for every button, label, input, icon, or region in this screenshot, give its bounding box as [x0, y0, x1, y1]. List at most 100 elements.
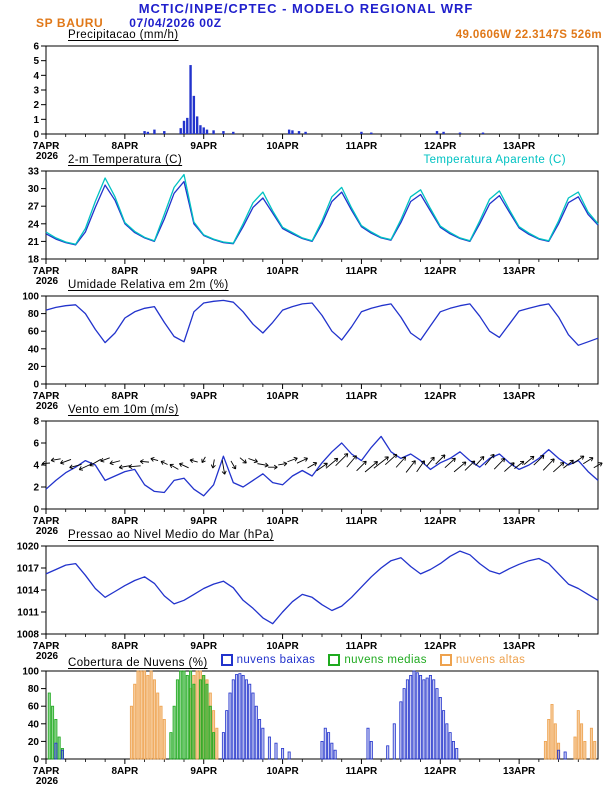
svg-text:1014: 1014 [17, 586, 40, 597]
nuvens-baixas-bars [54, 670, 567, 760]
station-coordinates: 49.0606W 22.3147S 526m [455, 29, 602, 41]
svg-text:10APR: 10APR [266, 641, 299, 652]
panel-cloud-cover: 0 20 40 60 80 100 7APR 8APR 9APR 10APR 11APR 12APR 1… [22, 667, 599, 787]
svg-text:8APR: 8APR [112, 141, 139, 152]
svg-text:60: 60 [28, 702, 40, 713]
legend-high-clouds-label: nuvens altas [455, 654, 526, 666]
svg-text:8APR: 8APR [112, 516, 139, 527]
precipitation-bars [143, 65, 485, 134]
station-label: SP BAURU [36, 16, 104, 30]
svg-text:6: 6 [33, 42, 39, 53]
svg-text:6: 6 [33, 439, 39, 450]
panel-header-wind: Vento em 10m (m/s) [68, 404, 602, 416]
high-clouds-swatch [439, 654, 452, 666]
svg-text:1017: 1017 [17, 564, 40, 575]
pressao-line [45, 550, 599, 625]
svg-text:5: 5 [33, 56, 39, 67]
svg-text:13APR: 13APR [503, 141, 536, 152]
svg-text:12APR: 12APR [424, 141, 457, 152]
page-title: MCTIC/INPE/CPTEC - MODELO REGIONAL WRF [138, 1, 474, 16]
svg-text:18: 18 [28, 255, 40, 266]
svg-text:20: 20 [28, 362, 40, 373]
header-subline: SP BAURU 07/04/2026 00Z [36, 16, 602, 30]
svg-text:0: 0 [33, 130, 39, 141]
svg-text:10APR: 10APR [266, 516, 299, 527]
svg-text:10APR: 10APR [266, 141, 299, 152]
run-datetime: 07/04/2026 00Z [129, 16, 222, 30]
svg-text:8APR: 8APR [112, 641, 139, 652]
svg-text:80: 80 [28, 309, 40, 320]
svg-text:7APR: 7APR [33, 516, 60, 527]
svg-text:4: 4 [33, 71, 39, 82]
panel-precipitation: 0 1 2 3 4 5 6 7APR 8APR 9APR 10APR 11APR 12APR 13APR 2… [33, 42, 599, 162]
svg-text:11APR: 11APR [346, 391, 378, 402]
panel-header-precipitation: Precipitacao (mm/h) 49.0606W 22.3147S 52… [68, 29, 602, 41]
panel-header-pressure: Pressao ao Nivel Medio do Mar (hPa) [68, 529, 602, 541]
svg-text:12APR: 12APR [424, 391, 457, 402]
svg-text:10APR: 10APR [266, 391, 299, 402]
panel-title-temperature: 2-m Temperatura (C) [68, 154, 183, 166]
svg-text:13APR: 13APR [503, 391, 536, 402]
svg-text:27: 27 [28, 202, 40, 213]
umidade-relativa-line [45, 299, 599, 346]
low-clouds-swatch [220, 654, 233, 666]
svg-text:13APR: 13APR [503, 641, 536, 652]
velocidade-vento-line [45, 435, 599, 497]
panel-title-pressure: Pressao ao Nivel Medio do Mar (hPa) [68, 529, 274, 541]
svg-text:12APR: 12APR [424, 766, 457, 777]
svg-text:10APR: 10APR [266, 266, 299, 277]
temperatura-aparente-line [45, 173, 599, 245]
svg-text:1020: 1020 [17, 542, 40, 553]
svg-text:24: 24 [28, 219, 40, 230]
svg-text:10APR: 10APR [266, 766, 299, 777]
svg-text:7APR: 7APR [33, 141, 60, 152]
svg-text:7APR: 7APR [33, 266, 60, 277]
panel-mean-sea-level-pressure: 1008 1011 1014 1017 1020 7APR 8APR 9APR 10APR 11A… [17, 542, 599, 662]
legend-mid-clouds: nuvens medias [328, 654, 427, 666]
svg-text:33: 33 [28, 167, 40, 178]
svg-text:7APR: 7APR [33, 391, 60, 402]
svg-text:11APR: 11APR [346, 266, 378, 277]
svg-text:11APR: 11APR [346, 641, 378, 652]
nuvens-medias-bars [47, 670, 216, 760]
legend-high-clouds: nuvens altas [439, 654, 526, 666]
mid-clouds-swatch [328, 654, 341, 666]
panel-header-humidity: Umidade Relativa em 2m (%) [68, 279, 602, 291]
svg-text:2026: 2026 [36, 651, 59, 662]
svg-text:2026: 2026 [36, 526, 59, 537]
svg-text:0: 0 [33, 380, 39, 391]
svg-text:2: 2 [33, 483, 39, 494]
svg-text:9APR: 9APR [190, 141, 217, 152]
svg-text:12APR: 12APR [424, 266, 457, 277]
svg-text:9APR: 9APR [190, 391, 217, 402]
svg-text:2026: 2026 [36, 276, 59, 287]
panel-temperature-2m: 18 21 24 27 30 33 7APR 8APR 9APR 10APR 11APR 12APR 1… [28, 167, 599, 287]
panel-title-wind: Vento em 10m (m/s) [68, 404, 179, 416]
svg-text:40: 40 [28, 719, 40, 730]
svg-text:40: 40 [28, 344, 40, 355]
legend-low-clouds: nuvens baixas [220, 654, 316, 666]
svg-text:8APR: 8APR [112, 266, 139, 277]
svg-text:0: 0 [33, 505, 39, 516]
legend-low-clouds-label: nuvens baixas [236, 654, 316, 666]
panel-title-precipitation: Precipitacao (mm/h) [68, 29, 179, 41]
svg-text:0: 0 [33, 755, 39, 766]
svg-text:8APR: 8APR [112, 766, 139, 777]
svg-text:11APR: 11APR [346, 516, 378, 527]
svg-text:7APR: 7APR [33, 766, 60, 777]
panel-header-clouds: Cobertura de Nuvens (%) nuvens baixas nu… [68, 654, 602, 669]
legend-mid-clouds-label: nuvens medias [344, 654, 427, 666]
svg-text:9APR: 9APR [190, 641, 217, 652]
svg-text:21: 21 [28, 237, 40, 248]
svg-text:2026: 2026 [36, 401, 59, 412]
svg-text:13APR: 13APR [503, 766, 536, 777]
svg-text:11APR: 11APR [346, 766, 378, 777]
legend-apparent-temperature: Temperatura Aparente (C) [423, 154, 566, 166]
svg-text:1011: 1011 [17, 608, 39, 619]
svg-text:8: 8 [33, 417, 39, 428]
panel-title-humidity: Umidade Relativa em 2m (%) [68, 279, 229, 291]
svg-text:100: 100 [22, 292, 39, 303]
svg-text:2: 2 [33, 100, 39, 111]
panel-title-clouds: Cobertura de Nuvens (%) [68, 657, 208, 669]
